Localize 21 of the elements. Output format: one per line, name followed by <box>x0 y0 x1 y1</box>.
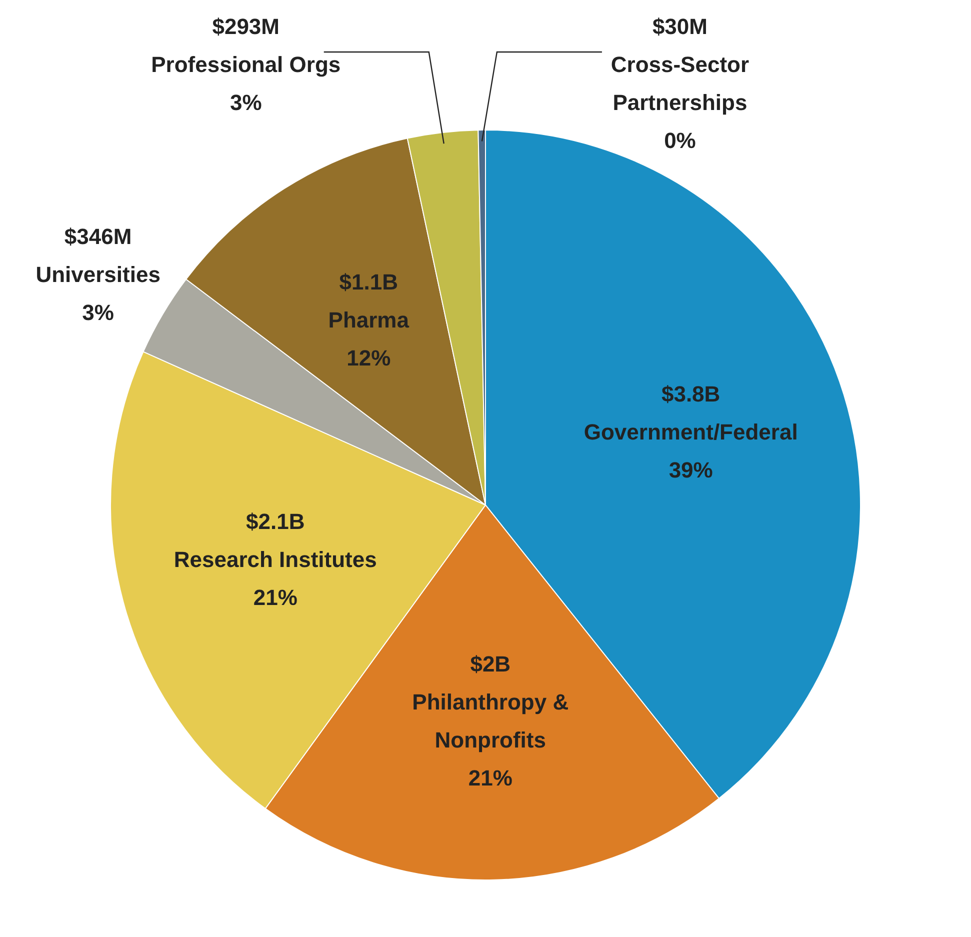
slice-label: Philanthropy & Nonprofits <box>412 690 569 753</box>
slice-label: Cross-Sector Partnerships <box>610 52 750 116</box>
text: 12% <box>346 346 391 371</box>
data-label: $346M <box>64 224 132 250</box>
text: 21% <box>468 766 512 791</box>
text: 3% <box>82 300 114 326</box>
text: 0% <box>664 128 696 154</box>
slice-label: Universities <box>36 262 160 288</box>
data-label: $2.1B <box>246 509 305 534</box>
slice-label: Government/Federal <box>584 419 798 444</box>
slice-label: Professional Orgs <box>151 52 341 78</box>
data-label: $1.1B <box>339 270 398 295</box>
data-label: $3.8B <box>661 381 720 406</box>
data-label: $2B <box>470 652 511 677</box>
slice-label: Research Institutes <box>174 547 377 572</box>
text: 21% <box>253 585 298 610</box>
data-label: $30M <box>652 14 708 40</box>
text: 39% <box>668 457 713 482</box>
slice-label: Pharma <box>328 308 410 333</box>
data-label: $293M <box>212 14 280 40</box>
text: 3% <box>230 90 262 116</box>
